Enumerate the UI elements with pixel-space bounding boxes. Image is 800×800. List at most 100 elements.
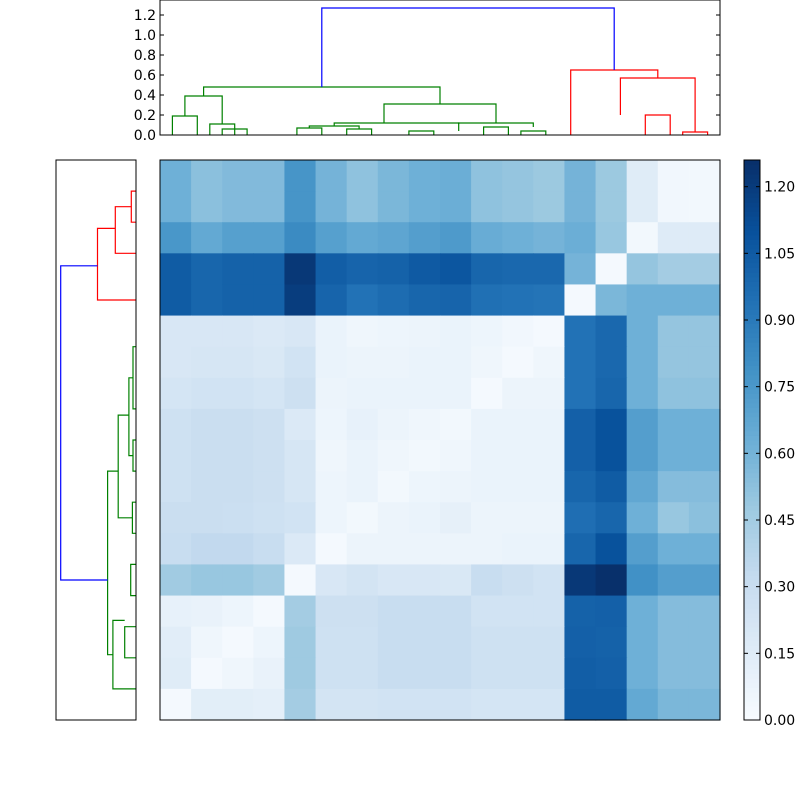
heatmap-cell [315, 408, 348, 441]
heatmap-cell [533, 284, 566, 317]
heatmap-cell [471, 222, 503, 254]
heatmap-cell [595, 626, 628, 659]
heatmap-cell [160, 502, 192, 534]
heatmap-cell [408, 315, 441, 348]
heatmap-cell [471, 191, 503, 223]
heatmap-cell [346, 408, 379, 441]
heatmap-cell [564, 533, 597, 566]
colorbar-segment [744, 664, 760, 670]
heatmap-cell [222, 315, 254, 348]
colorbar-segment [744, 477, 760, 483]
heatmap-cell [377, 346, 410, 379]
heatmap-cell [284, 377, 317, 410]
colorbar-segment [744, 239, 760, 245]
heatmap-cell [408, 284, 441, 317]
colorbar-segment [744, 276, 760, 282]
heatmap-cell [471, 284, 503, 317]
dendrogram-link [619, 77, 696, 132]
colorbar-segment [744, 682, 760, 688]
colorbar-segment [744, 519, 760, 525]
heatmap-cell [626, 377, 659, 410]
heatmap-cell [315, 377, 348, 410]
heatmap-cell [222, 253, 254, 286]
heatmap-cell [502, 564, 534, 597]
heatmap-cell [564, 564, 597, 597]
heatmap-cell [160, 253, 192, 286]
heatmap-cell [253, 191, 286, 223]
colorbar-segment [744, 468, 760, 474]
heatmap-cell [160, 564, 192, 597]
heatmap-cell [191, 377, 223, 410]
heatmap-cell [315, 346, 348, 379]
heatmap-cell [533, 688, 566, 721]
heatmap-cell [440, 440, 472, 472]
dendrogram-link [130, 190, 136, 223]
colorbar-segment [744, 174, 760, 180]
colorbar-segment [744, 304, 760, 310]
heatmap-cell [657, 253, 690, 286]
heatmap-cell [471, 564, 503, 597]
heatmap-cell [471, 408, 503, 441]
heatmap-cell [315, 564, 348, 597]
colorbar-segment [744, 482, 760, 488]
colorbar-segment [744, 640, 760, 646]
heatmap-cell [440, 284, 472, 317]
heatmap-cell [564, 160, 597, 192]
heatmap-cell [377, 315, 410, 348]
heatmap-cell [284, 160, 317, 192]
colorbar-segment [744, 617, 760, 623]
heatmap-cell [564, 408, 597, 441]
heatmap-cell [253, 222, 286, 254]
dendrogram-link [644, 114, 671, 135]
colorbar-segment [744, 631, 760, 637]
dendrogram-link [131, 501, 136, 534]
colorbar-segment [744, 678, 760, 684]
heatmap-cell [595, 408, 628, 441]
dendrogram-link [184, 95, 223, 124]
colorbar-segment [744, 444, 760, 450]
colorbar-segment [744, 370, 760, 376]
heatmap-cell [564, 626, 597, 659]
heatmap-cell [408, 191, 441, 223]
heatmap-cell [502, 688, 534, 721]
heatmap-cell [595, 657, 628, 690]
colorbar-segment [744, 351, 760, 357]
heatmap-cell [315, 222, 348, 254]
heatmap-cell [222, 160, 254, 192]
heatmap-cell [626, 564, 659, 597]
heatmap-cell [346, 315, 379, 348]
heatmap-cell [502, 657, 534, 690]
heatmap-cell [346, 440, 379, 472]
heatmap-cell [253, 315, 286, 348]
heatmap-cell [533, 564, 566, 597]
heatmap-cell [502, 440, 534, 472]
heatmap-cell [377, 253, 410, 286]
colorbar-segment [744, 197, 760, 203]
heatmap-cell [533, 595, 566, 628]
heatmap-cell [626, 657, 659, 690]
heatmap-cell [408, 222, 441, 254]
y-tick-label: 0.2 [134, 108, 156, 124]
heatmap-cell [191, 253, 223, 286]
heatmap-cell [346, 502, 379, 534]
heatmap-cell [191, 191, 223, 223]
colorbar-segment [744, 248, 760, 254]
colorbar-segment [744, 225, 760, 231]
heatmap-cell [191, 471, 223, 503]
heatmap-cell [315, 502, 348, 534]
colorbar-segment [744, 216, 760, 222]
heatmap [159, 159, 721, 721]
heatmap-cell [160, 533, 192, 566]
heatmap-cell [160, 377, 192, 410]
heatmap-cell [688, 688, 721, 721]
heatmap-cell [440, 377, 472, 410]
heatmap-cell [502, 471, 534, 503]
heatmap-cell [626, 160, 659, 192]
colorbar-segment [744, 500, 760, 506]
heatmap-cell [688, 502, 721, 534]
heatmap-cell [222, 346, 254, 379]
heatmap-cell [471, 377, 503, 410]
heatmap-cell [595, 160, 628, 192]
heatmap-cell [533, 377, 566, 410]
colorbar-segment [744, 421, 760, 427]
